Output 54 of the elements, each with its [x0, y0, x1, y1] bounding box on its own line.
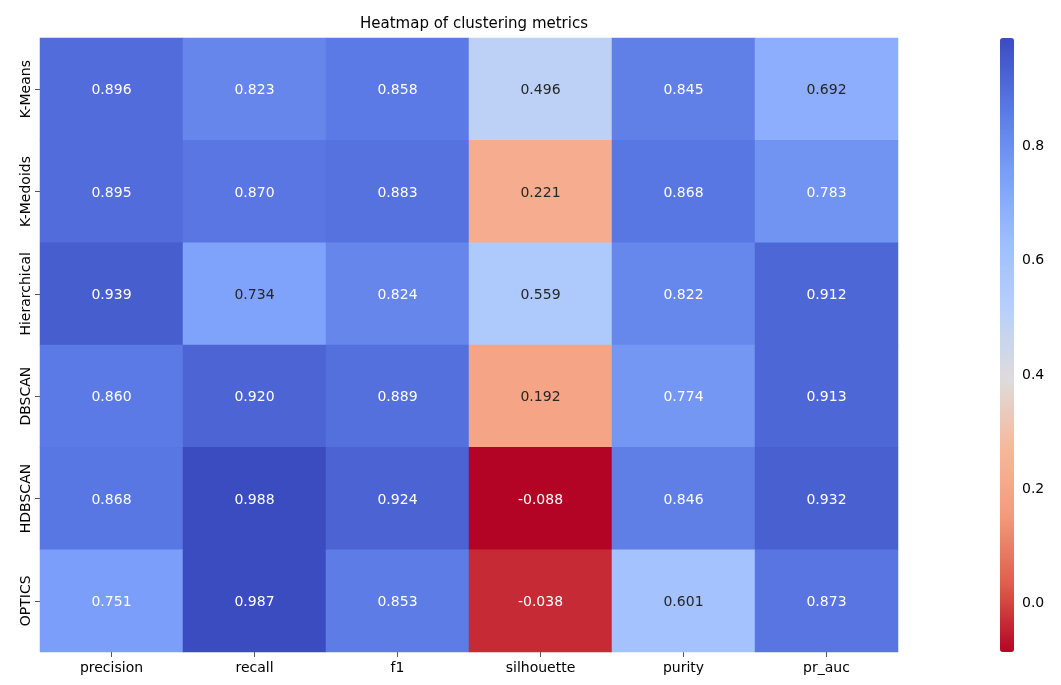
data-label: 0.920 — [234, 388, 275, 405]
data-label: 0.924 — [377, 490, 418, 507]
data-label: 0.751 — [91, 592, 132, 609]
data-label: 0.870 — [234, 183, 275, 200]
data-label: -0.088 — [517, 490, 564, 507]
data-label: 0.824 — [377, 285, 418, 302]
data-label: -0.038 — [517, 592, 564, 609]
x-tick-label: precision — [79, 659, 144, 675]
data-label: 0.734 — [234, 285, 275, 302]
chart-title: Heatmap of clustering metrics — [360, 13, 589, 32]
x-tick-label: silhouette — [505, 659, 576, 675]
data-label: 0.896 — [91, 81, 132, 98]
data-label: 0.845 — [663, 81, 704, 98]
data-label: 0.868 — [663, 183, 704, 200]
color-bar-label: 0.8 — [1022, 137, 1045, 154]
y-tick-label: HDBSCAN — [17, 463, 33, 534]
data-label: 0.883 — [377, 183, 418, 200]
data-label: 0.783 — [806, 183, 847, 200]
data-label: 0.889 — [377, 388, 418, 405]
y-tick-label: K-Means — [17, 60, 33, 119]
data-label: 0.692 — [806, 81, 847, 98]
data-label: 0.774 — [663, 388, 704, 405]
data-label: 0.939 — [91, 285, 132, 302]
color-bar-label: 0.4 — [1022, 365, 1045, 382]
x-tick-label: pr_auc — [803, 659, 850, 675]
data-label: 0.221 — [520, 183, 561, 200]
data-label: 0.853 — [377, 592, 418, 609]
color-bar-label: 0.0 — [1022, 593, 1045, 610]
data-label: 0.988 — [234, 490, 275, 507]
x-tick-label: f1 — [390, 659, 405, 675]
data-label: 0.987 — [234, 592, 275, 609]
data-label: 0.822 — [663, 285, 704, 302]
color-bar-label: 0.2 — [1022, 479, 1045, 496]
data-label: 0.932 — [806, 490, 847, 507]
data-label: 0.192 — [520, 388, 561, 405]
y-tick-label: DBSCAN — [17, 366, 33, 426]
y-tick-label: OPTICS — [17, 575, 33, 627]
data-label: 0.860 — [91, 388, 132, 405]
data-label: 0.858 — [377, 81, 418, 98]
color-bar-label: 0.6 — [1022, 251, 1045, 268]
data-label: 0.913 — [806, 388, 847, 405]
x-tick-label: purity — [662, 659, 705, 675]
x-tick-label: recall — [235, 659, 274, 675]
data-label: 0.823 — [234, 81, 275, 98]
data-label: 0.912 — [806, 285, 847, 302]
data-label: 0.895 — [91, 183, 132, 200]
data-label: 0.846 — [663, 490, 704, 507]
data-label: 0.601 — [663, 592, 704, 609]
y-tick-label: Hierarchical — [17, 252, 33, 336]
data-label: 0.868 — [91, 490, 132, 507]
y-tick-label: K-Medoids — [17, 156, 33, 227]
data-label: 0.559 — [520, 285, 561, 302]
data-label: 0.496 — [520, 81, 561, 98]
data-label: 0.873 — [806, 592, 847, 609]
